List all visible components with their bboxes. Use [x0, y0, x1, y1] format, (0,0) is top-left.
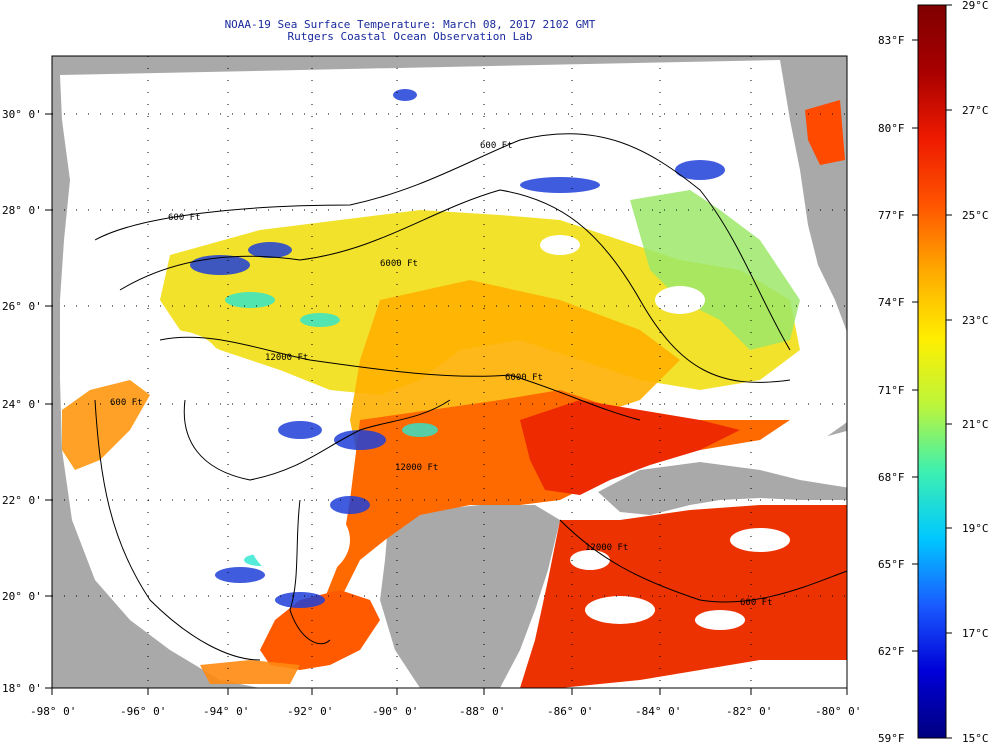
map-area[interactable]: 600 Ft 600 Ft 6000 Ft 12000 Ft 6000 Ft 6…	[52, 56, 850, 688]
lon-label: -84° 0'	[635, 705, 681, 718]
fahrenheit-label: 77°F	[878, 209, 905, 222]
contour-labels: 600 Ft 600 Ft 6000 Ft 12000 Ft 6000 Ft 6…	[110, 141, 773, 608]
lat-label: 28° 0'	[2, 204, 42, 217]
contour-label: 600 Ft	[480, 141, 513, 151]
sst-red-florida	[805, 100, 845, 165]
celsius-label: 29°C	[962, 0, 989, 12]
map-subtitle: Rutgers Coastal Ocean Observation Lab	[287, 30, 533, 43]
celsius-label: 27°C	[962, 104, 989, 117]
contour-label: 12000 Ft	[265, 353, 308, 363]
fahrenheit-label: 68°F	[878, 471, 905, 484]
lon-label: -90° 0'	[372, 705, 418, 718]
contour-label: 600 Ft	[168, 213, 201, 223]
colorbar-ticks	[912, 4, 952, 739]
lat-label: 20° 0'	[2, 590, 42, 603]
sst-red-band	[520, 400, 740, 495]
fahrenheit-label: 80°F	[878, 122, 905, 135]
depth-contours	[94, 133, 847, 661]
fahrenheit-label: 59°F	[878, 732, 905, 745]
celsius-label: 19°C	[962, 522, 989, 535]
lon-label: -92° 0'	[287, 705, 333, 718]
lon-label: -88° 0'	[459, 705, 505, 718]
colorbar-f-labels: 83°F 80°F 77°F 74°F 71°F 68°F 65°F 62°F …	[878, 34, 905, 745]
celsius-label: 15°C	[962, 732, 989, 745]
map-frame	[51, 55, 848, 689]
lat-label: 22° 0'	[2, 494, 42, 507]
contour-label: 6000 Ft	[505, 373, 543, 383]
map-title: NOAA-19 Sea Surface Temperature: March 0…	[224, 18, 596, 31]
lat-label: 30° 0'	[2, 108, 42, 121]
fahrenheit-label: 74°F	[878, 296, 905, 309]
lat-label: 18° 0'	[2, 682, 42, 695]
contour-label: 6000 Ft	[380, 259, 418, 269]
lon-label: -94° 0'	[203, 705, 249, 718]
sst-orange-south	[200, 660, 300, 684]
colorbar-scale	[917, 4, 947, 739]
contour-label: 600 Ft	[740, 598, 773, 608]
contour-label: 600 Ft	[110, 398, 143, 408]
lon-label: -86° 0'	[547, 705, 593, 718]
graticule	[52, 56, 847, 688]
cloud-patches	[120, 235, 790, 630]
celsius-label: 23°C	[962, 314, 989, 327]
fahrenheit-label: 71°F	[878, 384, 905, 397]
latitude-labels: 30° 0' 28° 0' 26° 0' 24° 0' 22° 0' 20° 0…	[2, 108, 42, 695]
lon-label: -98° 0'	[30, 705, 76, 718]
cuba-land	[598, 462, 847, 515]
lon-label: -96° 0'	[120, 705, 166, 718]
fahrenheit-label: 65°F	[878, 558, 905, 571]
colorbar-c-labels: 29°C 27°C 25°C 23°C 21°C 19°C 17°C 15°C	[962, 0, 989, 745]
sst-green-east	[630, 190, 800, 350]
lon-label: -80° 0'	[815, 705, 861, 718]
sst-orange-west	[62, 380, 150, 470]
longitude-labels: -98° 0' -96° 0' -94° 0' -92° 0' -90° 0' …	[30, 705, 861, 718]
contour-label: 12000 Ft	[395, 463, 438, 473]
celsius-label: 21°C	[962, 418, 989, 431]
celsius-label: 17°C	[962, 627, 989, 640]
tick-marks	[45, 113, 848, 695]
fahrenheit-label: 83°F	[878, 34, 905, 47]
lon-label: -82° 0'	[726, 705, 772, 718]
lat-label: 24° 0'	[2, 398, 42, 411]
contour-label: 12000 Ft	[585, 543, 628, 553]
lat-label: 26° 0'	[2, 300, 42, 313]
yucatan-land	[380, 505, 560, 688]
fahrenheit-label: 62°F	[878, 645, 905, 658]
celsius-label: 25°C	[962, 209, 989, 222]
